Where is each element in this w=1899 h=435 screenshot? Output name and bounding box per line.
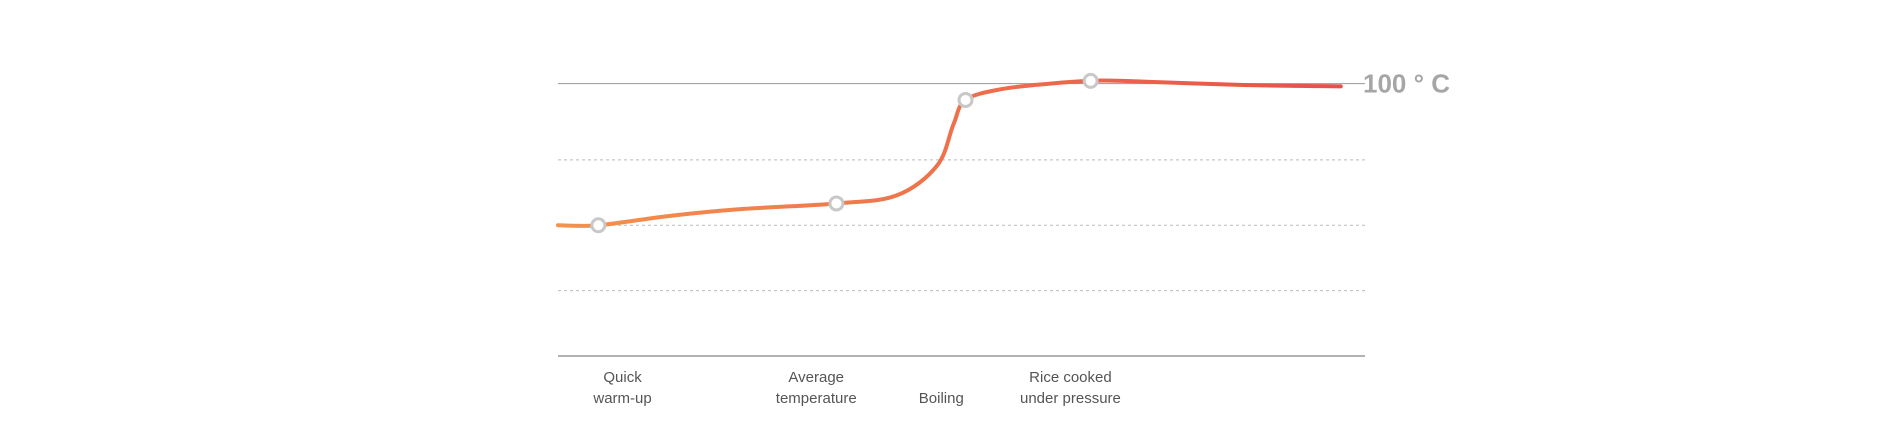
reference-label: 100 ° C	[1363, 69, 1450, 99]
stage-label-1-line-2: warm-up	[592, 390, 651, 407]
stage-label-2-line-2: temperature	[776, 390, 857, 407]
grid-lines	[558, 159, 1365, 292]
stage-marker-2	[828, 195, 845, 212]
stage-label-3-line-2: Boiling	[919, 390, 964, 407]
stage-labels: Quick warm-up Average temperature Boiling Ric…	[592, 369, 1121, 407]
stage-label-2-line-1: Average	[788, 369, 844, 386]
stage-marker-3	[957, 91, 974, 108]
stage-label-1-line-1: Quick	[603, 369, 642, 386]
stage-marker-1	[590, 217, 607, 234]
stage-markers	[590, 72, 1099, 234]
stage-label-4-line-2: under pressure	[1020, 390, 1121, 407]
stage-label-4-line-1: Rice cooked	[1029, 369, 1112, 386]
temperature-series-line	[556, 78, 1343, 228]
stage-marker-4	[1082, 72, 1099, 89]
